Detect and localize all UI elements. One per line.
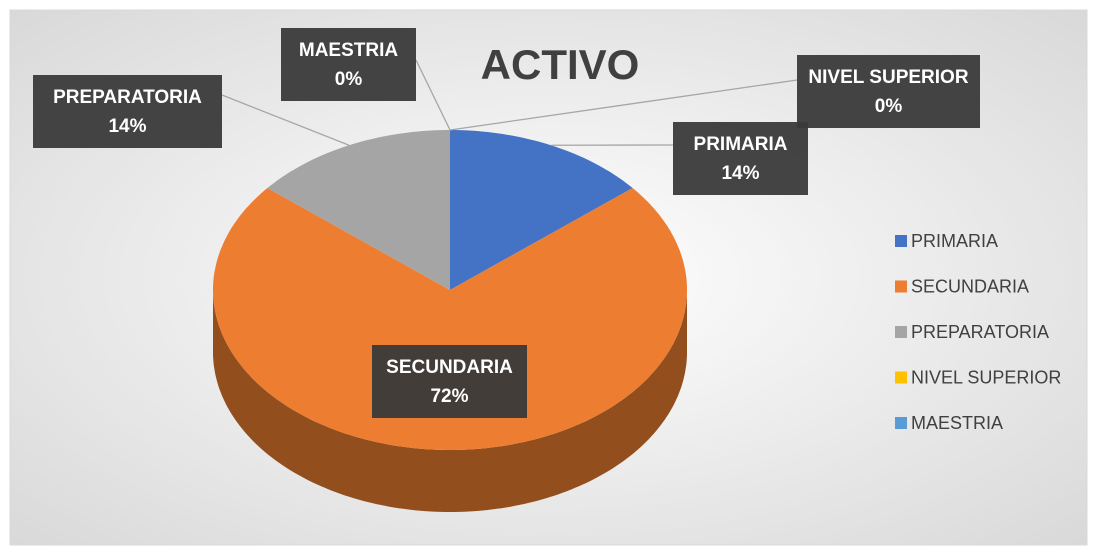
leader-line bbox=[415, 59, 451, 131]
data-label-value: 14% bbox=[108, 116, 146, 137]
chart-title: ACTIVO bbox=[481, 41, 640, 88]
legend-swatch bbox=[895, 417, 907, 429]
legend-label: MAESTRIA bbox=[911, 413, 1003, 433]
legend-label: PREPARATORIA bbox=[911, 322, 1049, 342]
legend-label: NIVEL SUPERIOR bbox=[911, 367, 1061, 387]
legend-label: SECUNDARIA bbox=[911, 276, 1029, 296]
leader-line bbox=[221, 94, 350, 146]
slice bbox=[267, 130, 450, 290]
legend-swatch bbox=[895, 326, 907, 338]
data-label-value: 14% bbox=[721, 163, 759, 184]
leader-line bbox=[449, 79, 798, 131]
data-label-name: SECUNDARIA bbox=[386, 357, 513, 378]
data-label-box bbox=[281, 28, 416, 101]
data-label-value: 72% bbox=[430, 386, 468, 407]
data-label-box bbox=[372, 345, 527, 418]
slice bbox=[213, 188, 687, 450]
slice bbox=[450, 130, 633, 290]
legend-label: PRIMARIA bbox=[911, 231, 998, 251]
data-label-value: 0% bbox=[335, 69, 363, 90]
data-label-value: 0% bbox=[875, 96, 903, 117]
legend-swatch bbox=[895, 371, 907, 384]
slice-side bbox=[213, 290, 687, 512]
data-label-box bbox=[797, 55, 980, 128]
data-label-name: PRIMARIA bbox=[694, 134, 788, 155]
data-label-name: PREPARATORIA bbox=[53, 87, 202, 108]
legend-swatch bbox=[895, 280, 907, 293]
data-label-box bbox=[33, 75, 222, 148]
data-label-name: MAESTRIA bbox=[299, 40, 399, 61]
data-label-name: NIVEL SUPERIOR bbox=[808, 67, 968, 88]
legend-swatch bbox=[895, 235, 907, 247]
data-label-box bbox=[673, 122, 808, 195]
